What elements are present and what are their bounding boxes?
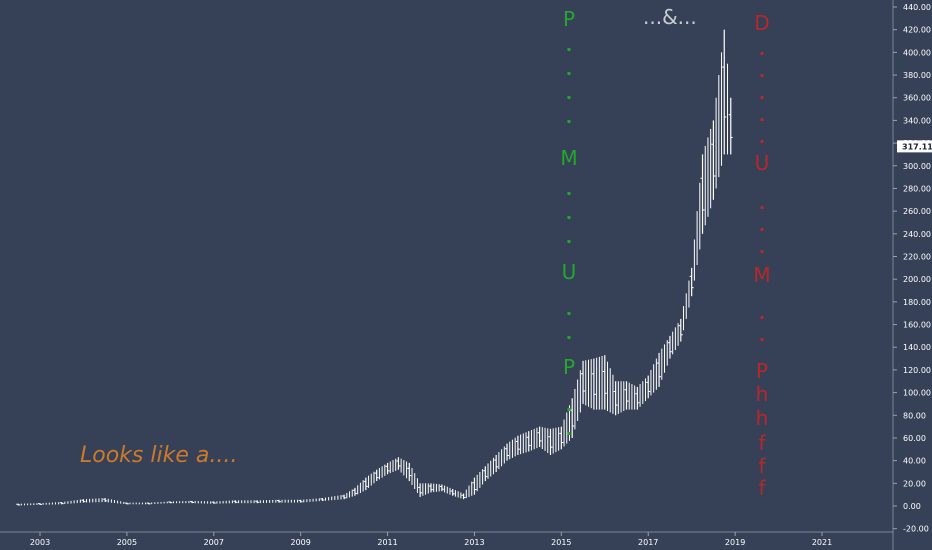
red-letter: h	[756, 382, 769, 406]
green-dot	[567, 408, 571, 411]
green-dot	[567, 336, 571, 339]
red-dot	[760, 250, 764, 253]
y-tick-label: 380.00	[903, 71, 931, 80]
y-tick-label: 140.00	[903, 343, 931, 352]
and-note: ...&...	[643, 5, 697, 29]
green-letter: P	[563, 7, 575, 31]
x-tick-label: 2007	[204, 538, 224, 547]
red-letter: U	[755, 151, 770, 175]
y-tick-label: 340.00	[903, 116, 931, 125]
y-tick-label: 60.00	[903, 434, 926, 443]
x-tick-label: 2015	[551, 538, 571, 547]
red-dot	[760, 52, 764, 55]
green-dot	[567, 216, 571, 219]
red-dot	[760, 140, 764, 143]
y-tick-label: 120.00	[903, 366, 931, 375]
green-dot	[567, 120, 571, 123]
green-letter: U	[562, 260, 577, 284]
x-tick-label: 2009	[290, 538, 310, 547]
x-axis: 2003 2005 2007 2009 2011 2013 2015 2017 2019 2021	[0, 531, 893, 547]
red-letter: f	[758, 476, 766, 500]
x-tick-label: 2021	[812, 538, 832, 547]
y-tick-label: 40.00	[903, 457, 926, 466]
green-dot	[567, 192, 571, 195]
y-tick-label: 80.00	[903, 411, 926, 420]
red-dot	[760, 228, 764, 231]
green-letter: P	[563, 355, 575, 379]
green-dot	[567, 240, 571, 243]
green-dot	[567, 48, 571, 51]
red-letter: P	[756, 359, 768, 383]
red-dot	[760, 96, 764, 99]
last-price-tag	[897, 140, 932, 153]
y-tick-label: 440.00	[903, 3, 931, 12]
green-dot	[567, 312, 571, 315]
x-tick-label: 2005	[117, 538, 137, 547]
red-letter: f	[758, 431, 766, 455]
y-tick-label: 420.00	[903, 26, 931, 35]
price-bars	[16, 29, 733, 506]
y-tick-label: 160.00	[903, 321, 931, 330]
x-tick-label: 2013	[464, 538, 484, 547]
red-dot	[760, 74, 764, 77]
green-dot	[567, 96, 571, 99]
red-dot	[760, 338, 764, 341]
x-tick-label: 2011	[377, 538, 397, 547]
red-letter: D	[754, 11, 769, 35]
x-tick-label: 2003	[30, 538, 50, 547]
red-dot	[760, 316, 764, 319]
red-dot	[760, 206, 764, 209]
y-tick-label: 360.00	[903, 94, 931, 103]
green-dot	[567, 72, 571, 75]
y-tick-label: 260.00	[903, 207, 931, 216]
last-price-label: 317.11	[902, 142, 932, 151]
y-tick-label: 240.00	[903, 230, 931, 239]
y-tick-label: 0.00	[903, 502, 921, 511]
red-letter: h	[756, 406, 769, 430]
y-tick-label: -20.00	[903, 525, 929, 534]
y-tick-label: 400.00	[903, 48, 931, 57]
red-letter: M	[753, 263, 770, 287]
red-letter: f	[758, 454, 766, 478]
y-axis[interactable]: -20.00 0.00 20.00 40.00 60.00 80.00 100.00 120.…	[892, 0, 932, 550]
y-tick-label: 20.00	[903, 479, 926, 488]
x-tick-label: 2017	[638, 538, 658, 547]
y-tick-label: 100.00	[903, 389, 931, 398]
y-tick-label: 220.00	[903, 253, 931, 262]
x-tick-label: 2019	[725, 538, 745, 547]
green-dot	[567, 432, 571, 435]
green-letter: M	[560, 146, 577, 170]
red-dot	[760, 118, 764, 121]
y-tick-label: 300.00	[903, 162, 931, 171]
y-tick-label: 180.00	[903, 298, 931, 307]
y-tick-label: 280.00	[903, 184, 931, 193]
looks-like-note: Looks like a....	[80, 443, 237, 468]
y-tick-label: 200.00	[903, 275, 931, 284]
